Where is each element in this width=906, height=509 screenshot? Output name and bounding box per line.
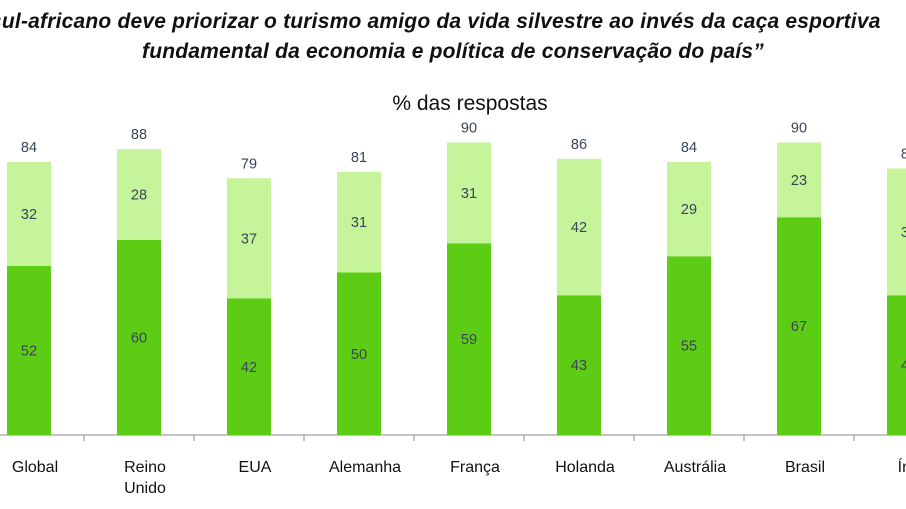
- category-label: Reino Unido: [124, 459, 166, 497]
- bar-segment-upper: [667, 162, 711, 257]
- bar-segment-upper: [117, 149, 161, 240]
- data-label-lower: 50: [351, 347, 367, 363]
- bar-segment-upper: [227, 178, 271, 299]
- bar-segment-lower: [227, 298, 271, 435]
- category-label: Alemanha: [329, 459, 401, 476]
- bar-segment-lower: [117, 240, 161, 435]
- data-label-upper: 37: [241, 231, 257, 247]
- bar-segment-upper: [887, 168, 906, 296]
- category-label: Brasil: [785, 459, 825, 476]
- chart-title-line2: fundamental da economia e política de co…: [142, 40, 764, 63]
- category-label: EUA: [239, 459, 272, 476]
- data-label-total: 84: [681, 140, 697, 156]
- chart-title-line1: sul-africano deve priorizar o turismo am…: [0, 10, 881, 33]
- data-label-total: 81: [351, 150, 367, 166]
- bar-segment-lower: [557, 295, 601, 435]
- bar-segment-lower: [7, 266, 51, 435]
- bar-segment-lower: [887, 295, 906, 435]
- data-label-lower: 42: [241, 360, 257, 376]
- data-label-lower: 43: [571, 358, 587, 374]
- bar-segment-upper: [777, 142, 821, 218]
- category-label: Índia: [898, 457, 906, 476]
- data-label-lower: 55: [681, 339, 697, 355]
- data-label-lower: 60: [131, 331, 147, 347]
- category-label: Austrália: [664, 459, 726, 476]
- data-label-upper: 29: [681, 202, 697, 218]
- data-label-upper: 31: [351, 215, 367, 231]
- bar-segment-lower: [447, 243, 491, 435]
- data-label-total: 88: [131, 127, 147, 143]
- bar-segment-lower: [667, 256, 711, 435]
- data-label-upper: 28: [131, 188, 147, 204]
- data-label-upper: 39: [901, 225, 906, 241]
- data-label-upper: 32: [21, 207, 37, 223]
- data-label-lower: 43: [901, 358, 906, 374]
- data-label-upper: 31: [461, 186, 477, 202]
- bar-segment-lower: [777, 217, 821, 435]
- data-label-total: 86: [571, 137, 587, 153]
- category-label: Holanda: [555, 459, 615, 476]
- bar-segment-upper: [337, 171, 381, 273]
- category-label: Global: [12, 459, 58, 476]
- data-label-upper: 42: [571, 220, 587, 236]
- data-label-total: 90: [461, 121, 477, 137]
- data-label-total: 79: [241, 156, 257, 172]
- data-label-total: 84: [21, 140, 37, 156]
- data-label-total: 82: [901, 147, 906, 163]
- bar-segment-upper: [557, 158, 601, 296]
- data-label-lower: 52: [21, 344, 37, 360]
- bar-segment-upper: [7, 162, 51, 266]
- data-label-lower: 67: [791, 319, 807, 335]
- chart-subtitle: % das respostas: [392, 92, 548, 115]
- data-label-total: 90: [791, 121, 807, 137]
- category-label: França: [450, 459, 500, 476]
- bar-segment-lower: [337, 272, 381, 435]
- data-label-upper: 23: [791, 173, 807, 189]
- data-label-lower: 59: [461, 332, 477, 348]
- bar-segment-upper: [447, 142, 491, 244]
